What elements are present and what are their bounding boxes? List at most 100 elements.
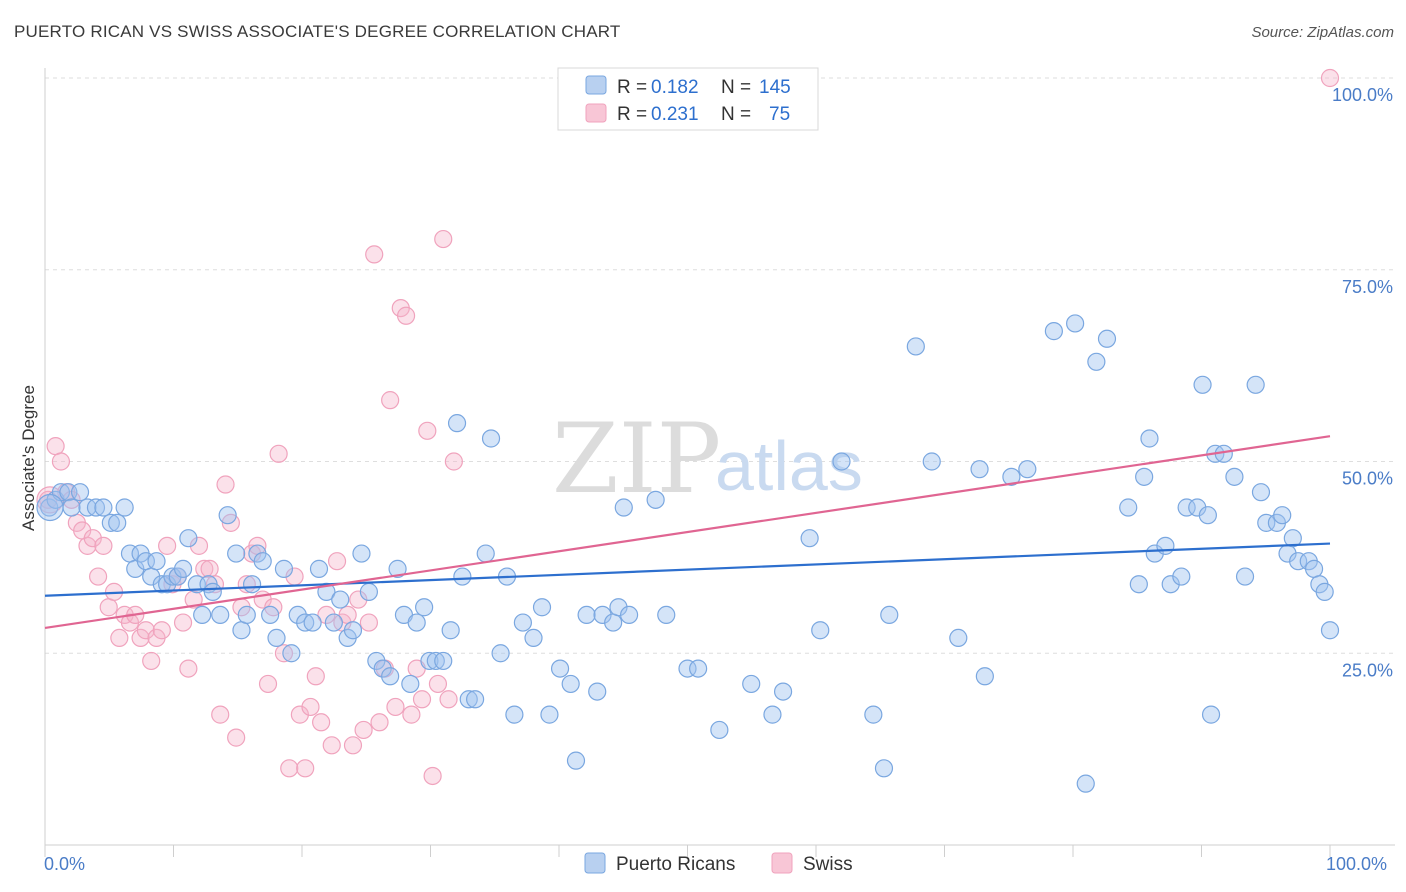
puerto-point-80 [577,605,596,625]
y-tick-label-2: 50.0% [1342,469,1393,489]
puerto-point-83 [604,613,623,632]
swiss-point-10 [88,567,108,586]
puerto-point-50 [352,544,371,563]
puerto-point-94 [773,682,793,701]
swiss-point-58 [343,736,363,755]
puerto-point-10 [101,513,120,532]
puerto-point-139 [1304,559,1324,578]
puerto-point-70 [491,644,510,663]
puerto-point-136 [1283,529,1302,548]
y-tick-labels: 25.0% 50.0% 75.0% 100.0% [1332,85,1393,680]
swiss-point-62 [365,245,384,264]
puerto-point-47 [331,590,350,609]
swiss-point-60 [354,720,373,740]
puerto-point-129 [1235,567,1255,586]
puerto-point-114 [1129,575,1148,594]
puerto-point-23 [173,559,193,578]
puerto-point-100 [874,759,894,778]
y-axis-label: Associate's Degree [19,385,38,531]
puerto-point-93 [763,705,782,724]
puerto-point-42 [296,613,315,632]
puerto-point-73 [513,613,532,632]
swiss-point-28 [184,590,203,609]
puerto-point-37 [261,605,280,625]
swiss-point-49 [296,759,315,778]
puerto-point-85 [614,498,633,517]
puerto-point-58 [407,613,426,632]
swiss-point-14 [110,628,129,648]
puerto-point-132 [1257,513,1276,532]
puerto-point-74 [524,628,543,648]
legend-n-value-2: 75 [769,104,790,125]
swiss-point-74 [428,674,448,694]
swiss-point-78 [1320,68,1340,88]
puerto-point-91 [710,720,729,740]
y-tick-label-3: 75.0% [1342,277,1393,297]
bottom-legend-swatch-puerto [584,852,606,874]
puerto-point-49 [343,621,363,640]
watermark-atlas: atlas [715,427,863,505]
puerto-point-112 [1097,329,1117,348]
puerto-point-8 [86,498,106,517]
swiss-point-72 [418,421,437,440]
legend-r-value-2: 0.231 [651,104,699,125]
puerto-point-111 [1087,352,1106,371]
swiss-point-65 [381,391,400,410]
puerto-point-98 [864,705,883,724]
puerto-point-113 [1119,498,1138,517]
puerto-point-69 [481,429,501,448]
swiss-point-36 [227,728,246,747]
legend-swatch-puerto [585,75,607,95]
puerto-point-123 [1193,375,1212,394]
puerto-point-130 [1246,375,1265,394]
swiss-point-53 [317,605,336,625]
puerto-point-79 [566,751,586,770]
puerto-point-30 [218,506,237,525]
puerto-point-cluster [36,493,64,522]
swiss-point-50 [301,697,320,717]
puerto-point-76 [540,705,559,724]
swiss-point-75 [434,229,453,249]
swiss-point-51 [306,667,325,686]
swiss-points [36,68,1340,786]
puerto-point-115 [1135,467,1154,486]
puerto-point-40 [282,644,301,663]
puerto-point-61 [426,651,445,671]
puerto-point-12 [115,498,134,517]
swiss-point-52 [312,713,331,732]
puerto-point-46 [324,613,343,632]
swiss-point-33 [211,705,230,724]
swiss-point-66 [386,697,405,717]
puerto-point-134 [1273,506,1292,525]
puerto-point-38 [267,628,286,648]
puerto-point-81 [588,682,607,701]
puerto-point-57 [401,674,420,694]
puerto-point-110 [1076,774,1095,793]
puerto-point-51 [359,582,379,601]
swiss-point-20 [142,651,161,671]
puerto-point-55 [388,559,407,578]
x-tick-label-min: 0.0% [44,854,85,874]
swiss-point-68 [396,306,416,325]
swiss-point-45 [274,644,294,663]
puerto-point-97 [832,452,851,471]
puerto-point-32 [232,621,251,640]
puerto-point-106 [1002,467,1021,486]
puerto-point-102 [922,452,941,471]
swiss-point-63 [370,713,389,732]
swiss-point-76 [439,690,458,709]
puerto-point-121 [1177,498,1196,517]
puerto-point-44 [309,559,329,578]
axes [44,68,1395,857]
x-tick-label-max: 100.0% [1326,854,1387,874]
swiss-point-3 [51,452,71,471]
puerto-point-31 [227,544,246,563]
puerto-point-29 [211,605,230,625]
swiss-point-31 [200,559,219,578]
bottom-legend-label-puerto: Puerto Ricans [616,854,735,875]
puerto-point-5 [62,498,81,517]
puerto-point-90 [689,659,708,678]
puerto-point-77 [550,659,570,678]
legend-n-value-1: 145 [759,77,791,98]
legend-r-label-1: R = [617,77,647,98]
